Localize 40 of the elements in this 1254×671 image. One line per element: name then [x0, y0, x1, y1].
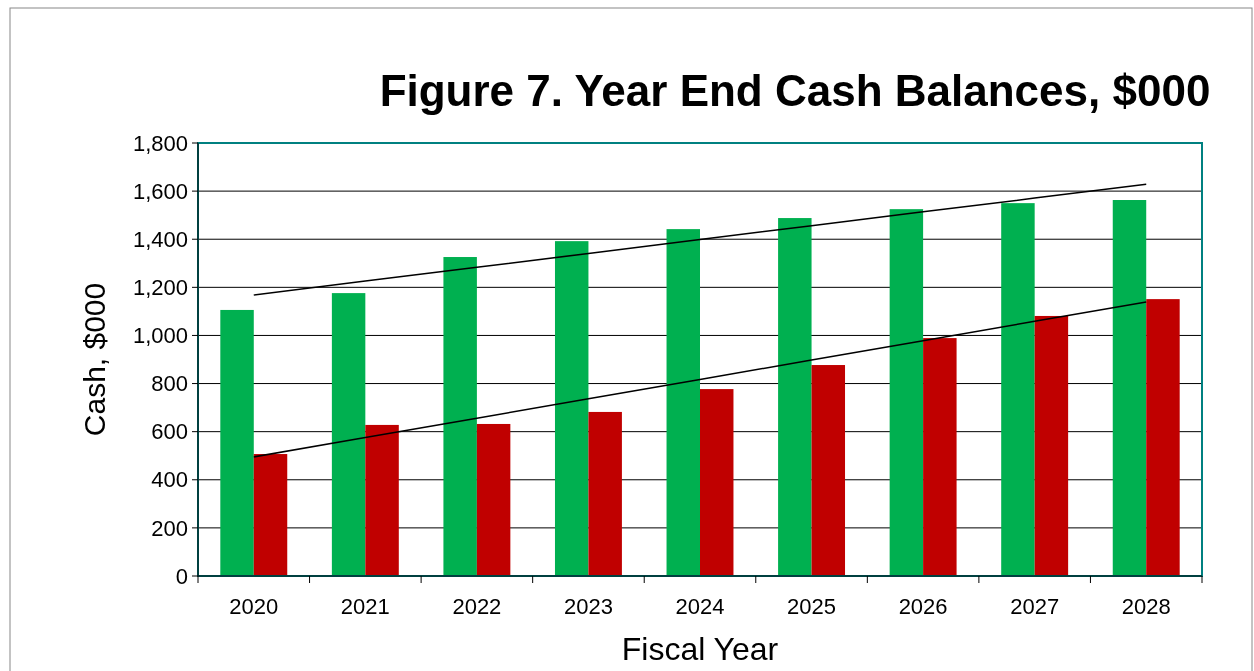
x-tick-label: 2021 [340, 594, 390, 619]
x-tick-label: 2024 [675, 594, 725, 619]
y-tick-label: 1,600 [132, 178, 188, 204]
x-tick-label: 2027 [1010, 594, 1060, 619]
x-tick-label: 2026 [898, 594, 948, 619]
bar [331, 293, 366, 576]
x-axis-title: Fiscal Year [621, 631, 779, 667]
bar [253, 454, 288, 576]
bar [1112, 200, 1147, 576]
x-tick-label: 2028 [1121, 594, 1171, 619]
y-tick-label: 200 [151, 515, 188, 541]
bar [1146, 299, 1180, 576]
y-tick-label: 800 [151, 371, 188, 397]
bar [889, 209, 924, 576]
bar [443, 257, 477, 576]
bar [666, 229, 700, 576]
bar [811, 365, 846, 576]
y-tick-label: 1,800 [132, 130, 188, 156]
x-tick-label: 2023 [563, 594, 613, 619]
bar [778, 218, 812, 576]
x-tick-label: 2025 [787, 594, 837, 619]
y-tick-label: 1,400 [132, 226, 188, 252]
y-tick-label: 400 [151, 467, 188, 493]
bar [220, 309, 254, 576]
bar [554, 241, 589, 576]
x-tick-label: 2020 [229, 594, 279, 619]
y-tick-label: 1,200 [132, 275, 188, 301]
bar [588, 411, 622, 576]
bar [365, 424, 399, 576]
bar [923, 338, 957, 576]
y-axis-title: Cash, $000 [78, 282, 111, 437]
y-tick-label: 0 [175, 563, 188, 589]
bar [476, 423, 511, 576]
bar [1001, 203, 1035, 576]
bar [1034, 315, 1069, 576]
bar [700, 389, 734, 576]
y-tick-label: 600 [151, 419, 188, 445]
x-tick-label: 2022 [452, 594, 502, 619]
y-tick-label: 1,000 [132, 323, 188, 349]
chart-title: Figure 7. Year End Cash Balances, $000 [379, 66, 1211, 115]
